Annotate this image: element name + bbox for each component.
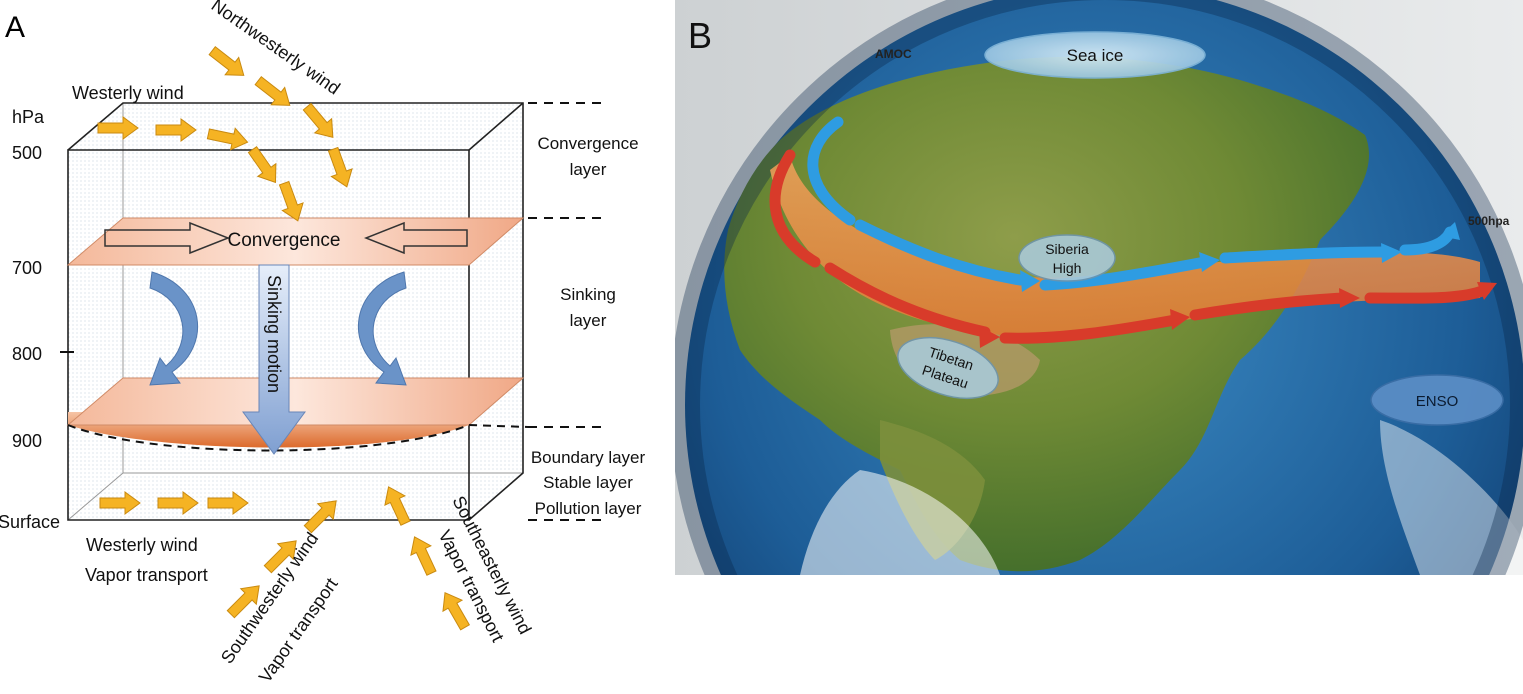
cloud [1380,420,1523,575]
red-jet-arrowheads [979,282,1497,348]
westerly-upper-arrow [97,116,139,140]
convergence-layer-line2: layer [570,160,607,179]
southwesterly-arrow [226,585,260,619]
northwesterly-label: Northwesterly wind [208,0,344,98]
enso-label: ENSO [1416,393,1459,410]
cloud [800,470,1000,575]
curved-arrow-right [358,271,407,386]
northwesterly-arrow [208,46,245,76]
sinking-layer-line2: layer [570,311,607,330]
layer-separators [528,102,608,521]
red-jet-arrows [769,149,1491,344]
enso-badge: ENSO [1370,374,1504,426]
pressure-axis: hPa 500 700 800 900 Surface [0,107,74,532]
level-800: 800 [12,344,42,364]
siberia-high-badge: Siberia High [1018,234,1116,282]
level-900: 900 [12,431,42,451]
westerly-upper-arrow [247,146,277,184]
convergence-layer-line1: Convergence [537,134,638,153]
left-pointing-hollow-arrow [363,221,468,255]
amoc-label: AMOC [875,47,912,61]
southwesterly-label: Southwesterly wind [217,529,322,668]
curved-sinking-arrows [149,271,407,386]
layer-labels: Convergence layer Sinking layer Boundary… [531,134,646,518]
sea-ice-label: Sea ice [1067,46,1124,65]
level-surface: Surface [0,512,60,532]
blue-jet-arrows [807,116,1456,291]
panel-b: B AMOC 500hpa Sea ice Siberia High Tibet… [675,0,1523,575]
convergence-plane: Convergence [66,217,525,266]
pressure-unit: hPa [12,107,45,127]
westerly-lower-label: Westerly wind [86,535,198,555]
westerly-lower-arrow [99,491,141,515]
sinking-motion-arrow: Sinking motion [242,264,306,455]
southeasterly-arrow [442,591,471,631]
jet-stream-band [770,155,1480,336]
hpa500-label: 500hpa [1468,214,1510,228]
right-pointing-hollow-arrow [104,221,231,255]
boundary-layer-label: Boundary layer [531,448,646,467]
lower-wind-arrows [99,486,471,631]
globe-rim-shade [675,0,1523,575]
tibetan-plateau-badge: Tibetan Plateau [897,336,999,400]
northwesterly-arrow [302,102,334,138]
siberia-high-line1: Siberia [1045,241,1089,257]
level-700: 700 [12,258,42,278]
pollution-layer-label: Pollution layer [535,499,642,518]
northwesterly-arrow [327,146,353,188]
vapor-lower-label: Vapor transport [85,565,208,585]
westerly-upper-label: Westerly wind [72,83,184,103]
panel-a: A hPa 500 700 800 900 Surface [0,0,646,686]
blue-jet-arrowheads [1020,222,1460,292]
layer-box [67,102,524,521]
siberia-high-line2: High [1053,260,1082,276]
stable-layer-label: Stable layer [543,473,633,492]
northwesterly-arrow [254,76,291,106]
westerly-lower-arrow [157,491,199,515]
level-500: 500 [12,143,42,163]
southeasterly-arrow [410,536,437,576]
southeasterly-arrow [384,486,411,526]
westerly-upper-arrow [206,127,249,151]
sinking-motion-label: Sinking motion [264,275,284,393]
southwesterly-arrow [303,500,337,534]
sinking-layer-line1: Sinking [560,285,616,304]
westerly-lower-arrow [207,491,249,515]
upper-wind-arrows [97,46,353,222]
westerly-upper-arrow [278,180,304,222]
panel-b-letter: B [688,15,712,56]
panel-a-letter: A [5,11,25,44]
southwesterly-arrow [263,540,297,574]
curved-arrow-left [149,271,198,386]
westerly-upper-arrow [155,118,197,142]
convergence-label: Convergence [227,230,340,251]
sea-ice-badge: Sea ice [984,31,1206,79]
